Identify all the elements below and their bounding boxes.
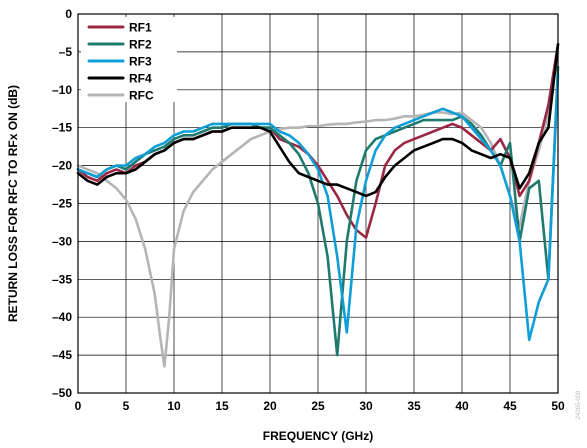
legend-label: RF1 bbox=[129, 21, 152, 35]
plot-area-frame bbox=[77, 13, 559, 394]
x-tick-label: 40 bbox=[455, 399, 469, 413]
x-tick-label: 0 bbox=[75, 399, 82, 413]
y-tick-label: –20 bbox=[52, 159, 72, 173]
series-layer bbox=[76, 43, 560, 368]
legend-label: RFC bbox=[129, 89, 154, 103]
legend-item-rf1: RF1 bbox=[87, 21, 152, 35]
y-tick-label: –15 bbox=[52, 121, 72, 135]
legend: RF1 RF2 RF3 RF4 RFC bbox=[81, 17, 177, 103]
x-tick-label: 30 bbox=[359, 399, 373, 413]
x-tick-label: 50 bbox=[551, 399, 565, 413]
y-tick-label: –25 bbox=[52, 197, 72, 211]
x-tick-label: 45 bbox=[503, 399, 517, 413]
series-line-rf4 bbox=[76, 43, 560, 198]
y-tick-label: –10 bbox=[52, 83, 72, 97]
y-tick-label: –35 bbox=[52, 272, 72, 286]
legend-label: RF4 bbox=[129, 72, 152, 86]
x-tick-label: 25 bbox=[311, 399, 325, 413]
y-tick-label: –30 bbox=[52, 234, 72, 248]
legend-item-rf3: RF3 bbox=[87, 55, 152, 69]
y-tick-label: –45 bbox=[52, 348, 72, 362]
y-axis-title: RETURN LOSS FOR RFC TO RFx ON (dB) bbox=[6, 85, 20, 322]
x-tick-label: 15 bbox=[215, 399, 229, 413]
y-tick-label: 0 bbox=[65, 7, 72, 21]
legend-label: RF3 bbox=[129, 55, 152, 69]
legend-item-rf2: RF2 bbox=[87, 38, 152, 52]
x-tick-label: 20 bbox=[263, 399, 277, 413]
legend-item-rf4: RF4 bbox=[87, 72, 152, 86]
x-tick-label: 35 bbox=[407, 399, 421, 413]
legend-label: RF2 bbox=[129, 38, 152, 52]
y-tick-labels: 0 –5 –10 –15 –20 –25 –30 –35 –40 –45 –50 bbox=[52, 7, 72, 400]
figure-id: 24265-008 bbox=[576, 390, 582, 419]
y-tick-label: –50 bbox=[52, 386, 72, 400]
series-line-rf3 bbox=[76, 73, 560, 342]
x-tick-labels: 0 5 10 15 20 25 30 35 40 45 50 bbox=[75, 399, 565, 413]
x-axis-title: FREQUENCY (GHz) bbox=[263, 429, 373, 443]
y-tick-label: –5 bbox=[59, 45, 73, 59]
legend-item-rfc: RFC bbox=[87, 89, 154, 103]
y-tick-label: –40 bbox=[52, 310, 72, 324]
series-line-rfc bbox=[76, 50, 560, 368]
x-tick-label: 5 bbox=[123, 399, 130, 413]
x-tick-label: 10 bbox=[167, 399, 181, 413]
series-line-rf2 bbox=[76, 65, 560, 357]
